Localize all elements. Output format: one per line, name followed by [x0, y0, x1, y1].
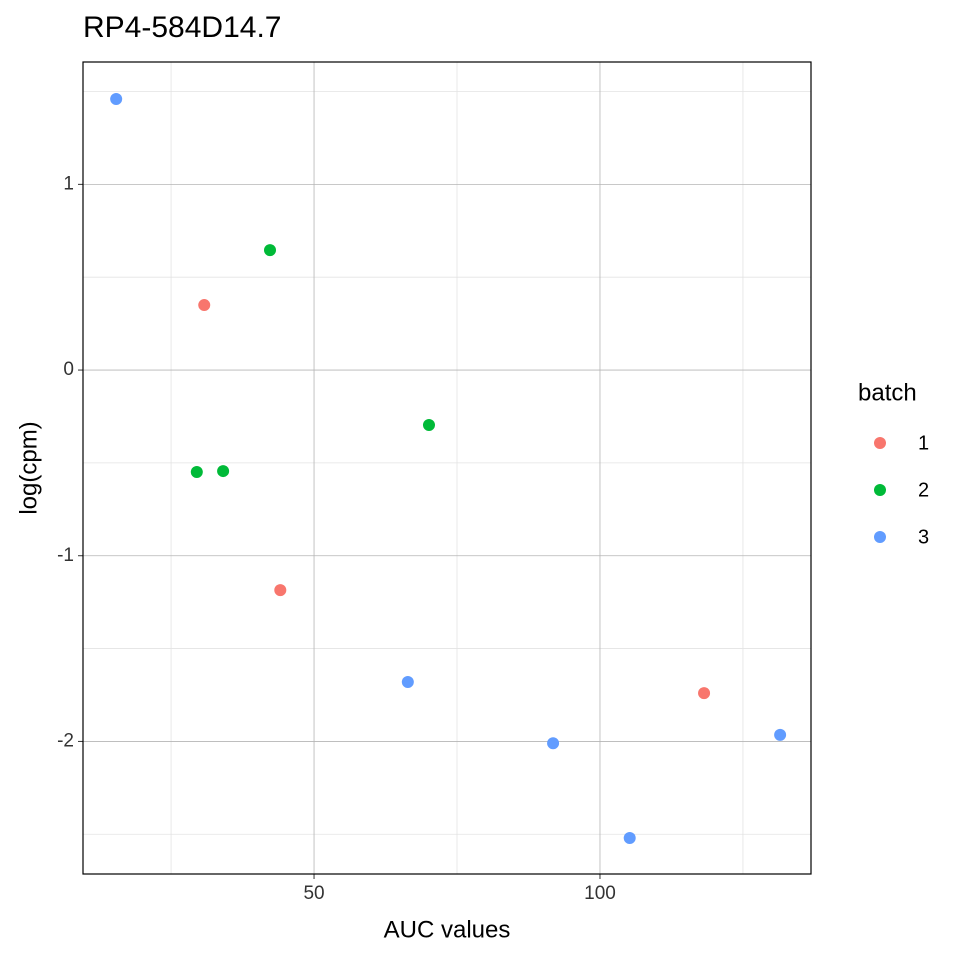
point	[264, 244, 277, 257]
point	[110, 92, 123, 105]
y-tick-label: 1	[63, 173, 74, 194]
legend-key	[874, 484, 886, 496]
point	[401, 676, 414, 689]
x-tick-label: 50	[303, 883, 324, 904]
point	[198, 299, 211, 312]
point	[422, 419, 435, 432]
point	[698, 687, 711, 700]
y-tick-label: -1	[57, 545, 74, 566]
point	[623, 831, 636, 844]
point	[190, 465, 203, 478]
y-axis-title: log(cpm)	[15, 421, 42, 514]
panel-border	[82, 61, 812, 875]
legend-title: batch	[858, 379, 917, 406]
legend-label: 2	[918, 479, 929, 501]
x-axis-title: AUC values	[384, 916, 511, 943]
legend-label: 1	[918, 432, 929, 454]
point	[217, 465, 230, 478]
x-tick-label: 100	[584, 883, 616, 904]
point	[774, 728, 787, 741]
chart-title: RP4-584D14.7	[83, 11, 281, 44]
y-tick-label: -2	[57, 730, 74, 751]
legend-key	[874, 437, 886, 449]
y-tick-label: 0	[63, 359, 74, 380]
legend-key	[874, 531, 886, 543]
point	[547, 737, 560, 750]
legend-label: 3	[918, 526, 929, 548]
point	[274, 584, 287, 597]
